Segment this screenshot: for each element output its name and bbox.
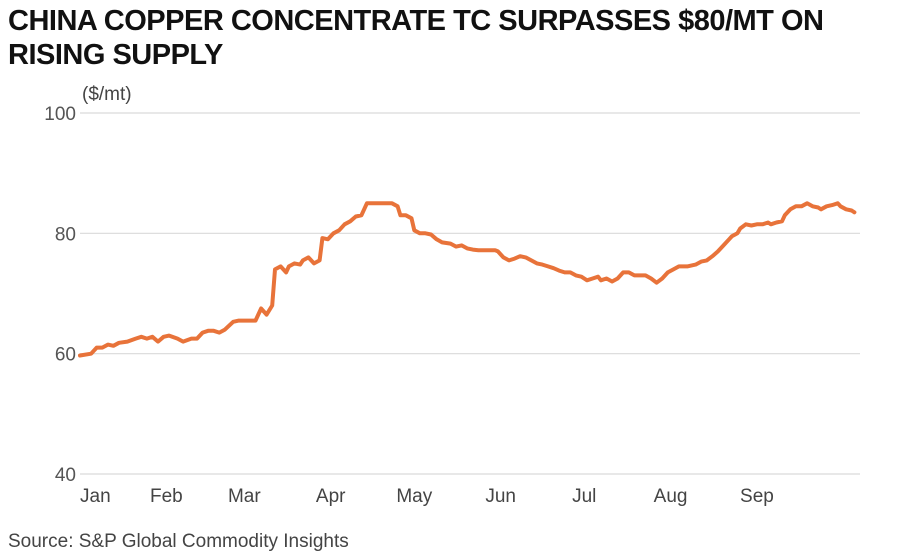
series-line-tc [78, 201, 857, 358]
y-tick-label: 100 [44, 104, 76, 125]
y-tick-label: 80 [55, 224, 76, 245]
y-axis-unit-label: ($/mt) [82, 84, 132, 105]
x-tick-label: Jan [80, 486, 111, 507]
x-tick-label: Sep [740, 486, 774, 507]
series-layer [78, 201, 857, 358]
x-tick-label: Aug [654, 486, 688, 507]
chart-title: CHINA COPPER CONCENTRATE TC SURPASSES $8… [8, 5, 824, 71]
source-note: Source: S&P Global Commodity Insights [8, 531, 349, 552]
x-tick-label: Jul [572, 486, 596, 507]
x-tick-label: May [396, 486, 432, 507]
x-tick-label: Jun [485, 486, 516, 507]
y-tick-label: 60 [55, 345, 76, 366]
x-tick-label: Mar [228, 486, 261, 507]
gridlines [80, 112, 860, 475]
x-tick-label: Apr [316, 486, 346, 507]
y-axis-ticks: 100 80 60 40 [44, 104, 76, 486]
x-tick-label: Feb [150, 486, 183, 507]
x-axis-ticks: Jan Feb Mar Apr May Jun Jul Aug Sep [80, 486, 774, 507]
y-tick-label: 40 [55, 465, 76, 486]
